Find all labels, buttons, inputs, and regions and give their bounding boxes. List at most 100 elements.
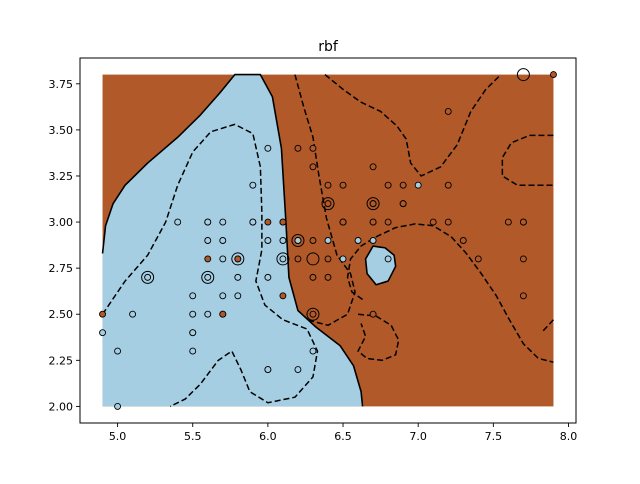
support-vector-ring <box>276 252 290 266</box>
point-class-1 <box>399 200 407 208</box>
margin-line-2 <box>324 74 502 177</box>
point-class-0 <box>189 310 197 318</box>
point-class-0 <box>384 255 392 263</box>
point-class-0 <box>309 347 317 355</box>
point-class-1 <box>550 71 557 79</box>
point-class-0 <box>294 366 302 373</box>
point-class-1 <box>279 292 287 300</box>
y-tick-label: 3.00 <box>49 216 74 229</box>
point-class-1 <box>369 163 377 171</box>
support-vectors <box>141 68 530 321</box>
region-class-0 <box>102 74 363 407</box>
x-tick-label: 8.0 <box>560 430 578 443</box>
point-class-0 <box>204 237 212 244</box>
point-class-1 <box>444 108 452 115</box>
point-class-0 <box>219 218 227 226</box>
y-tick-label: 2.25 <box>49 354 74 367</box>
decision-boundary-island-line <box>364 245 397 286</box>
axes-frame <box>79 57 577 424</box>
point-class-1 <box>324 181 332 189</box>
point-class-1 <box>504 218 512 226</box>
x-tick-label: 5.0 <box>109 430 127 443</box>
point-class-0 <box>99 329 106 337</box>
point-class-0 <box>249 181 257 189</box>
point-class-1 <box>279 218 287 226</box>
point-class-0 <box>114 347 122 355</box>
point-class-0 <box>279 255 287 263</box>
point-class-0 <box>144 273 152 281</box>
y-tick-label: 3.75 <box>49 78 74 91</box>
point-class-0 <box>294 237 302 244</box>
support-vector-ring <box>306 307 320 321</box>
support-vector-ring <box>231 252 245 266</box>
point-class-1 <box>384 218 392 226</box>
point-class-1 <box>474 255 482 263</box>
support-vector-ring <box>141 270 155 284</box>
point-class-0 <box>264 144 272 152</box>
decision-contours <box>101 73 554 408</box>
point-class-1 <box>519 255 527 263</box>
support-vector-ring <box>321 197 335 211</box>
point-class-0 <box>279 237 287 244</box>
point-class-0 <box>234 292 242 300</box>
point-class-1 <box>369 310 377 318</box>
point-class-0 <box>234 273 242 281</box>
point-class-1 <box>444 218 452 226</box>
margin-line-6 <box>357 313 400 362</box>
point-class-1 <box>264 218 272 226</box>
point-class-0 <box>414 181 422 189</box>
margin-line-0 <box>101 123 319 408</box>
point-class-1 <box>294 144 302 152</box>
point-class-0 <box>174 218 182 226</box>
point-class-0 <box>354 237 362 244</box>
x-tick-label: 5.5 <box>184 430 202 443</box>
point-class-1 <box>324 200 332 208</box>
point-class-1 <box>324 255 332 263</box>
point-class-1 <box>309 310 317 318</box>
point-class-0 <box>204 218 212 226</box>
point-class-0 <box>189 292 197 300</box>
point-class-1 <box>99 310 106 318</box>
point-class-0 <box>264 366 272 373</box>
chart-title: rbf <box>318 39 339 55</box>
y-axis: 2.00 2.25 2.50 2.75 3.00 3.25 3.50 3.75 <box>49 78 80 413</box>
data-points <box>99 71 557 410</box>
point-class-1 <box>444 181 452 189</box>
y-tick-label: 3.50 <box>49 124 74 137</box>
point-class-0 <box>219 255 227 263</box>
point-class-0 <box>369 237 377 244</box>
x-tick-label: 6.0 <box>259 430 277 443</box>
y-tick-label: 2.00 <box>49 400 74 413</box>
point-class-0 <box>129 310 137 318</box>
point-class-0 <box>219 292 227 300</box>
point-class-1 <box>519 292 527 300</box>
y-tick-label: 3.25 <box>49 170 74 183</box>
point-class-1 <box>339 181 347 189</box>
point-class-0 <box>204 273 212 281</box>
point-class-0 <box>264 237 272 244</box>
point-class-0 <box>189 329 197 337</box>
point-class-0 <box>339 255 347 263</box>
point-class-0 <box>324 237 332 244</box>
margin-line-5 <box>540 319 554 334</box>
margin-line-4 <box>346 223 554 363</box>
point-class-1 <box>339 218 347 226</box>
x-axis: 5.0 5.5 6.0 6.5 7.0 7.5 8.0 <box>109 423 577 443</box>
y-tick-label: 2.75 <box>49 262 74 275</box>
margin-line-1 <box>294 74 356 327</box>
point-class-1 <box>369 200 377 208</box>
point-class-0 <box>264 273 272 281</box>
point-class-1 <box>294 255 302 263</box>
point-class-1 <box>219 310 227 318</box>
point-class-1 <box>324 273 332 281</box>
x-tick-label: 6.5 <box>334 430 352 443</box>
point-class-1 <box>309 273 317 281</box>
point-class-1 <box>309 237 317 244</box>
margin-line-3 <box>501 134 554 186</box>
point-class-0 <box>114 402 122 410</box>
point-class-1 <box>399 181 407 189</box>
point-class-1 <box>309 144 317 152</box>
support-vector-ring <box>291 234 305 247</box>
decision-boundary-line <box>101 73 364 407</box>
